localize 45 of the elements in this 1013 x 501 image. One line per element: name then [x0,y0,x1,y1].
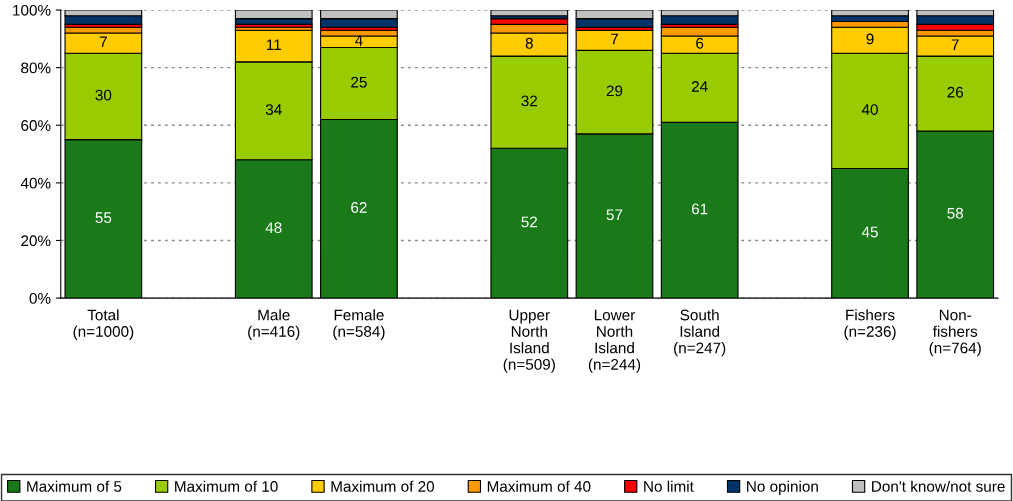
x-tick-label: Female (n=584) [333,309,385,340]
data-label: 30 [95,89,112,101]
data-label: 11 [266,39,281,50]
y-tick-label: 0% [29,292,51,304]
legend-label: Maximum of 20 [331,480,435,492]
data-label: 25 [351,76,367,88]
legend-label: Maximum of 40 [487,480,591,492]
data-label: 40 [861,104,878,115]
data-label: 7 [951,39,959,50]
data-label: 61 [691,203,708,215]
x-tick-label: Non- fishers (n=764) [929,309,981,357]
data-label: 45 [861,226,878,238]
x-tick-label: Fishers (n=236) [844,309,896,340]
data-label: 32 [521,95,538,107]
data-label: 6 [696,37,704,49]
x-tick-label: Male (n=416) [248,309,300,340]
data-label: 48 [265,222,282,234]
data-label: 26 [947,86,964,98]
data-label: 4 [355,35,363,46]
legend-label: Maximum of 5 [27,480,122,492]
legend-label: Maximum of 10 [175,480,278,492]
legend-label: No limit [644,480,694,492]
x-tick-label: Lower North Island (n=244) [588,309,641,373]
y-tick-label: 40% [20,177,51,189]
data-label: 7 [99,36,107,48]
x-tick-label: Total (n=1000) [73,309,134,340]
data-label: 24 [691,81,708,92]
y-tick-label: 20% [21,235,51,247]
data-label: 29 [606,85,623,97]
legend-label: Don't know/not sure [872,480,1005,492]
x-tick-label: Upper North Island (n=509) [503,309,555,373]
data-label: 34 [265,104,282,115]
data-label: 7 [611,33,618,45]
data-label: 52 [521,216,538,228]
x-tick-label: South Island (n=247) [674,309,726,357]
y-tick-label: 60% [21,120,51,131]
data-label: 55 [95,212,112,223]
y-tick-label: 80% [21,62,51,74]
data-label: 57 [606,209,623,221]
legend-label: No opinion [747,480,818,495]
data-label: 8 [525,37,533,49]
data-label: 58 [947,207,964,219]
y-tick-label: 100% [13,4,51,16]
data-label: 62 [351,202,367,213]
data-label: 9 [866,33,874,45]
